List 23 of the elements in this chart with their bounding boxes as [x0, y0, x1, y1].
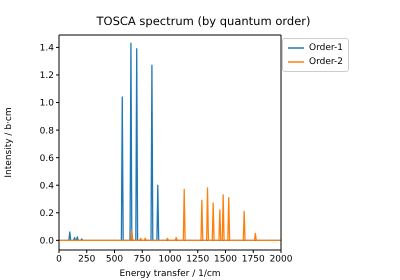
chart-title: TOSCA spectrum (by quantum order) [96, 14, 312, 28]
x-tick-label: 1250 [186, 254, 210, 264]
y-tick-label: 0.4 [40, 181, 54, 192]
x-tick-label: 0 [56, 254, 62, 264]
x-tick-label: 1750 [242, 254, 265, 264]
line-series [59, 187, 282, 242]
y-tick-label: 0.2 [40, 208, 54, 219]
y-tick-label: 0.6 [40, 154, 54, 164]
y-tick-label: 0.0 [40, 236, 54, 247]
y-axis-title: Intensity / b·cm [4, 107, 14, 178]
y-tick-label: 1.4 [40, 44, 54, 54]
x-tick-label: 750 [134, 254, 152, 264]
y-tick-label: 1.0 [40, 98, 54, 109]
x-tick-label: 500 [106, 254, 124, 264]
x-tick-label: 2000 [270, 254, 293, 264]
x-axis-title: Energy transfer / 1/cm [119, 269, 221, 279]
x-tick-label: 1000 [158, 254, 182, 264]
y-tick-label: 0.8 [40, 126, 54, 136]
legend-label: Order-1 [309, 42, 343, 55]
y-tick-label: 1.2 [40, 71, 54, 82]
x-tick-label: 250 [78, 254, 96, 264]
x-tick-label: 1500 [214, 254, 238, 264]
legend-label: Order-2 [309, 56, 343, 69]
